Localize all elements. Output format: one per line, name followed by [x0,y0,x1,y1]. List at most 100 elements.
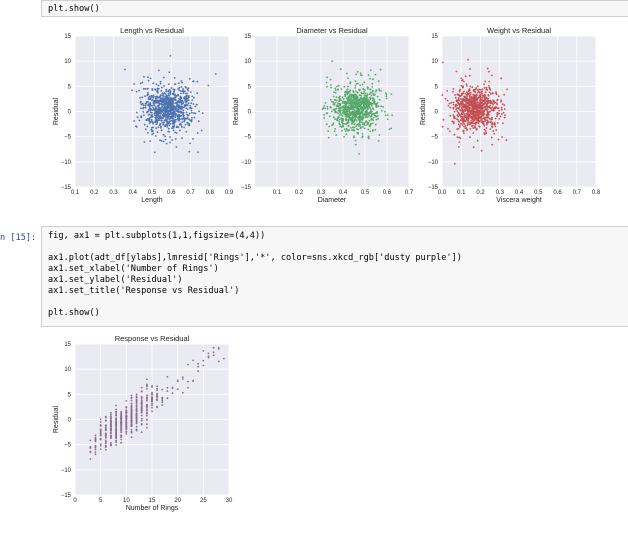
data-point [144,128,147,131]
data-point [366,108,369,111]
data-point [158,96,161,99]
data-point [358,104,361,107]
data-point [503,104,506,107]
data-point [378,88,380,90]
data-point [345,119,347,122]
data-point [486,105,489,108]
data-point [371,90,374,93]
x-axis-label: Viscera weight [496,197,541,204]
data-point [110,444,112,447]
data-point [174,83,177,86]
data-point [177,93,179,96]
data-point [180,80,183,82]
data-point [478,117,480,119]
data-point [154,107,157,110]
data-point [149,140,152,142]
data-point [501,103,504,105]
data-point [146,408,148,410]
y-tick-label: −15 [61,493,72,499]
data-point [148,122,151,125]
data-point [140,423,143,426]
data-point [367,113,370,116]
data-point [486,120,489,123]
data-point [362,98,365,100]
data-point [146,406,148,409]
data-point [463,115,465,118]
y-tick-label: 5 [435,84,439,90]
data-point [166,390,169,392]
data-point [343,128,346,131]
data-point [473,104,476,107]
data-point [144,88,147,90]
data-point [501,113,503,115]
data-point [168,124,171,127]
data-point [462,130,465,133]
data-point [361,111,364,113]
data-point [349,89,352,92]
data-point [217,360,220,363]
data-point [375,89,378,92]
data-point [120,436,123,438]
data-point [457,111,460,114]
data-point [473,102,475,105]
data-point [334,99,336,102]
data-point [452,101,455,104]
data-point [480,113,482,116]
data-point [473,107,476,110]
data-point [468,114,471,116]
data-point [349,116,352,119]
data-point [364,101,367,103]
data-point [441,94,444,96]
data-point [177,104,180,106]
data-point [110,431,112,434]
code-cell-15[interactable]: fig, ax1 = plt.subplots(1,1,figsize=(4,4… [41,226,628,327]
data-point [161,399,164,401]
y-tick-label: 5 [248,84,252,90]
code-cell-top[interactable]: plt.show() [41,0,628,17]
data-point [188,118,191,121]
data-point [345,117,348,119]
data-point [466,128,468,131]
data-point [147,76,149,79]
data-point [187,122,190,125]
data-point [459,95,461,98]
data-point [175,105,178,108]
data-point [459,109,461,111]
data-point [160,127,162,129]
data-point [140,419,143,422]
data-point [331,124,333,127]
data-point [352,90,354,92]
data-point [335,111,338,114]
data-point [179,122,182,125]
data-point [361,92,363,95]
data-point [467,118,470,121]
data-point [179,118,181,121]
data-point [207,84,210,87]
data-point [191,111,193,114]
data-point [171,387,174,390]
data-point [174,102,177,105]
data-point [385,97,388,100]
data-point [336,118,339,120]
data-point [167,83,170,85]
data-point [458,141,461,143]
data-point [482,104,485,106]
data-point [182,92,185,95]
data-point [350,94,353,97]
data-point [99,434,102,437]
data-point [164,97,167,100]
data-point [160,119,163,122]
data-point [367,128,370,131]
data-point [371,99,374,102]
data-point [489,100,492,103]
data-point [170,107,173,110]
data-point [486,102,489,105]
data-point [140,417,143,420]
data-point [373,103,376,105]
data-point [175,94,178,97]
data-point [174,131,177,134]
data-point [466,94,468,96]
data-point [491,74,493,77]
data-point [135,402,138,405]
data-point [115,414,117,417]
